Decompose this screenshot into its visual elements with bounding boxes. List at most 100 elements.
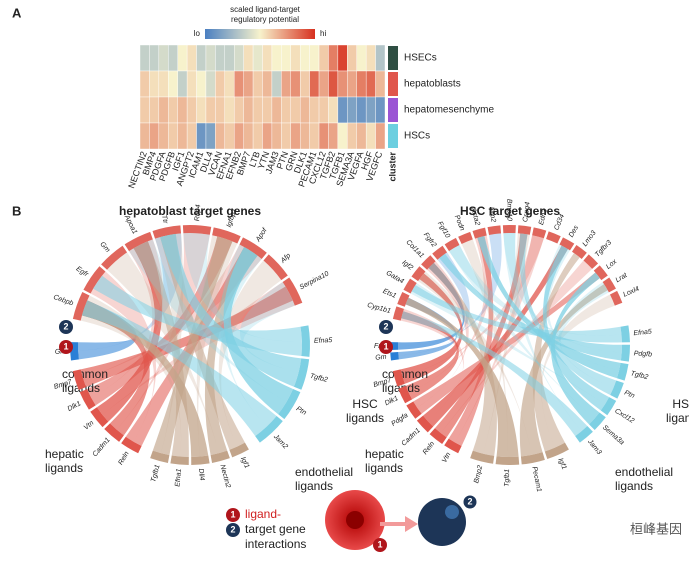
gene-label: Igf1 (556, 457, 567, 471)
heatmap-cell (328, 96, 339, 124)
gene-label: Bmp2 (473, 465, 484, 485)
ligand-arc (600, 397, 617, 416)
ligand-arc (293, 358, 310, 390)
heatmap-cell (356, 96, 367, 124)
ribbon (91, 239, 163, 398)
ribbon (400, 273, 463, 384)
gene-label: Rbp4 (194, 204, 202, 221)
gene-label: Fgfr2 (422, 231, 438, 248)
target-arc (263, 254, 288, 281)
heatmap-cell (281, 70, 291, 98)
group-label: ligands (666, 411, 689, 425)
heatmap-cell (365, 122, 376, 150)
ribbon (434, 233, 528, 438)
group-label: ligands (365, 461, 403, 475)
gene-label: Gata4 (385, 270, 405, 286)
gene-label: Bmp10 (505, 199, 512, 221)
marker: 1 (377, 539, 382, 549)
gene-label: Tgfb2 (630, 370, 649, 381)
heatmap-cell (290, 122, 301, 150)
heatmap-cell (243, 44, 254, 72)
cluster-bar (388, 98, 398, 122)
ligand-arc (616, 362, 629, 381)
target-arc (212, 227, 241, 244)
heatmap-cell (234, 44, 244, 72)
target-arc (421, 255, 436, 270)
heatmap-cell (215, 122, 226, 150)
heatmap-cell (328, 70, 339, 98)
target-arc (83, 266, 106, 294)
target-arc (546, 231, 561, 244)
heatmap-cell (243, 122, 254, 150)
group-label: common (62, 367, 108, 381)
ribbon (449, 245, 595, 419)
target-arc (432, 245, 448, 260)
heatmap-cell (356, 70, 367, 98)
gene-label: Ttr (160, 214, 169, 224)
heatmap-cell (224, 70, 235, 98)
marker-circle (462, 494, 478, 510)
target-arc (487, 225, 502, 235)
heatmap-cell (139, 44, 150, 72)
target-arc (458, 231, 473, 244)
ribbon (519, 284, 608, 457)
ribbon (129, 239, 287, 403)
ribbon (401, 311, 588, 437)
marker-circle (379, 340, 393, 354)
heatmap-cell (139, 70, 150, 98)
legend-title: scaled ligand-target (230, 5, 301, 14)
heatmap-cell (309, 122, 320, 150)
marker: 2 (63, 321, 68, 331)
ligand-arc (470, 450, 495, 464)
ribbon (400, 308, 464, 422)
heatmap-cell (328, 122, 339, 150)
gene-label: Dlk1 (67, 400, 83, 413)
gene-label: Efna1 (174, 468, 183, 487)
heatmap-cell (224, 122, 235, 150)
group-label: HSC (352, 397, 378, 411)
heatmap-cell (262, 70, 273, 98)
ribbon (81, 300, 277, 437)
gene-label: Des (568, 224, 580, 239)
cluster-bar (388, 124, 398, 148)
heatmap-cell (168, 96, 178, 124)
heatmap-cell (205, 44, 216, 72)
gene-label: Ptn (623, 390, 635, 401)
heatmap-cell (149, 44, 160, 72)
gene-label: Cebpb (52, 294, 74, 307)
ribbon (402, 235, 544, 377)
legend-lo: lo (194, 29, 201, 38)
ligand-arc (170, 455, 189, 465)
heatmap-cell (375, 70, 386, 98)
ribbon (239, 282, 299, 373)
gene-label: Tgfb2 (309, 373, 328, 384)
ribbon (439, 253, 622, 361)
nucleus (445, 505, 459, 519)
heatmap-cell (337, 96, 348, 124)
ligand-arc (406, 401, 422, 419)
heatmap-cell (262, 96, 273, 124)
heatmap-cell (196, 44, 207, 72)
gene-label: Lmo3 (582, 230, 598, 248)
ribbon (477, 235, 621, 379)
heatmap-cell (205, 70, 216, 98)
heatmap-cell (271, 122, 282, 150)
heatmap-cell (337, 44, 348, 72)
heatmap-cell (271, 96, 282, 124)
ligand-arc (495, 456, 520, 466)
group-label: ligands (295, 479, 333, 493)
ribbon (107, 252, 219, 454)
ligand-arc (620, 325, 630, 343)
heatmap-cell (196, 70, 207, 98)
ribbon (183, 232, 302, 342)
ribbon (152, 236, 233, 456)
ribbon (96, 241, 163, 422)
ligand-arc (191, 455, 210, 465)
target-arc (392, 306, 404, 321)
ribbons (78, 232, 302, 457)
heatmap-cell (375, 122, 386, 150)
gene-label: Jam2 (271, 433, 289, 451)
heatmap-cell (186, 44, 197, 72)
heatmap-cell (177, 44, 188, 72)
